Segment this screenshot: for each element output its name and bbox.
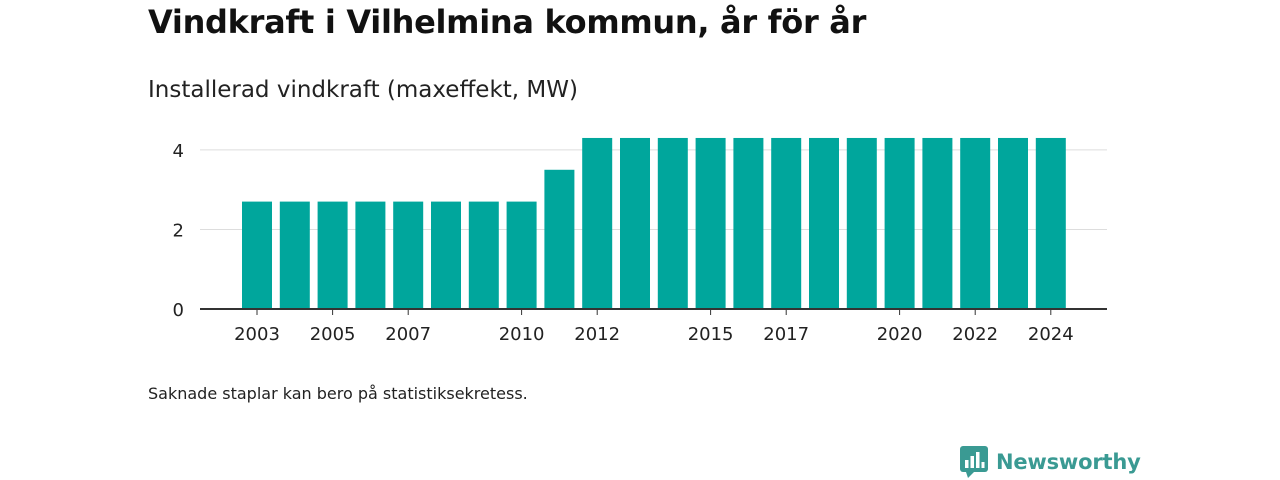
bar-2016 xyxy=(733,137,764,309)
x-tick-label-2007: 2007 xyxy=(385,324,431,345)
y-tick-label-0: 0 xyxy=(173,300,184,321)
brand-name: Newsworthy xyxy=(996,450,1141,474)
bar-2014 xyxy=(657,137,688,309)
bar-2003 xyxy=(242,201,272,309)
x-tick-label-2024: 2024 xyxy=(1028,324,1074,345)
chart-title: Vindkraft i Vilhelmina kommun, år för år xyxy=(148,3,867,41)
y-tick-label-2: 2 xyxy=(173,220,184,241)
brand[interactable]: Newsworthy xyxy=(960,446,1141,478)
bar-2007 xyxy=(393,201,424,309)
bar-2013 xyxy=(620,137,650,309)
bar-2010 xyxy=(506,201,537,309)
x-tick-label-2003: 2003 xyxy=(234,324,280,345)
bar-2011 xyxy=(544,169,575,309)
bar-2021 xyxy=(922,137,953,309)
x-tick-label-2010: 2010 xyxy=(499,324,545,345)
bar-2017 xyxy=(771,137,802,309)
x-tick-label-2015: 2015 xyxy=(688,324,734,345)
bar-2009 xyxy=(468,201,499,309)
bar-2012 xyxy=(582,137,613,309)
footnote: Saknade staplar kan bero på statistiksek… xyxy=(148,384,528,403)
bar-2023 xyxy=(998,137,1028,309)
newsworthy-logo-icon xyxy=(960,446,988,478)
bars xyxy=(242,137,1066,309)
bar-2008 xyxy=(431,201,461,309)
bar-2006 xyxy=(355,201,386,309)
bar-2018 xyxy=(809,137,839,309)
y-axis-ticks: 0 2 4 xyxy=(173,141,184,321)
bar-2004 xyxy=(279,201,310,309)
x-tick-label-2020: 2020 xyxy=(877,324,923,345)
chart-subtitle: Installerad vindkraft (maxeffekt, MW) xyxy=(148,77,578,103)
bar-2024 xyxy=(1035,137,1066,309)
x-tick-label-2022: 2022 xyxy=(952,324,998,345)
x-tick-label-2012: 2012 xyxy=(574,324,620,345)
bar-2019 xyxy=(846,137,877,309)
bar-2005 xyxy=(317,201,348,309)
x-tick-label-2005: 2005 xyxy=(310,324,356,345)
bar-2015 xyxy=(695,137,726,309)
bar-2020 xyxy=(884,137,915,309)
x-tick-label-2017: 2017 xyxy=(763,324,809,345)
bar-2022 xyxy=(960,137,991,309)
x-axis-ticks: 2003 2005 2007 2010 2012 2015 2017 2020 2022 2024 xyxy=(234,309,1074,345)
y-tick-label-4: 4 xyxy=(173,141,184,162)
gridlines xyxy=(200,149,1107,230)
